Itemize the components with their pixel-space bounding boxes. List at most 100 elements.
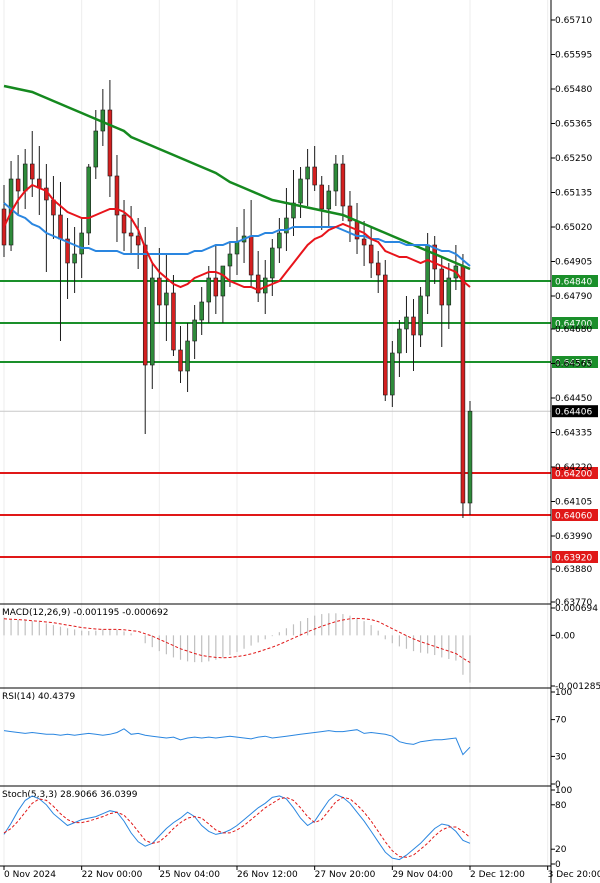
bearish-candle (347, 205, 353, 222)
time-axis: 0 Nov 2024 22 Nov 00:00 25 Nov 04:00 26 Nov… (0, 603, 600, 880)
bullish-candle (220, 265, 226, 297)
stoch-tick-label: 100 (555, 786, 572, 796)
bearish-candle (460, 265, 466, 504)
macd-tick-label: 0.00 (555, 631, 575, 641)
macd-pane: MACD(12,26,9) -0.001195 -0.000692 0.0006… (2, 604, 600, 692)
bearish-candle (121, 214, 127, 234)
bearish-candle (312, 166, 317, 186)
price-tick-label: 0.64105 (555, 498, 592, 508)
price-tick-label: 0.64905 (555, 258, 592, 268)
rsi-tick-label: 0 (555, 780, 561, 790)
bearish-candle (171, 292, 176, 351)
price-tick-label: 0.65020 (555, 223, 592, 233)
bullish-candle (446, 277, 452, 306)
price-tick-label: 0.63990 (555, 532, 592, 542)
moving-averages (3, 84, 471, 292)
bearish-candle (361, 238, 367, 246)
bullish-candle (199, 301, 204, 321)
bullish-candle (277, 232, 282, 249)
bearish-candle (30, 163, 35, 180)
bearish-candle (178, 349, 183, 372)
rsi-label: RSI(14) 40.4379 (2, 692, 75, 702)
resistance-level-tag (552, 317, 598, 329)
price-tick-label: 0.64565 (555, 360, 592, 370)
price-tick-label: 0.64790 (555, 292, 592, 302)
price-tick-label: 0.63770 (555, 598, 592, 608)
price-tick-label: 0.64450 (555, 394, 592, 404)
time-tick-label: 2 Dec 12:00 (470, 870, 525, 880)
support-level-tag-label: 0.63920 (555, 554, 592, 564)
support-level-tag (552, 509, 598, 521)
bearish-candle (58, 214, 63, 240)
stoch-k-line (3, 793, 471, 861)
bullish-candle (164, 292, 169, 306)
bearish-candle (213, 277, 219, 297)
bullish-candle (234, 241, 240, 255)
bullish-candle (404, 316, 409, 330)
stochastic-pane: Stoch(5,3,3) 28.9066 36.0399 100 80 20 0 (2, 786, 572, 870)
bullish-candle (284, 217, 289, 234)
time-tick-label: 3 Dec 20:00 (548, 870, 600, 880)
macd-tick-label: -0.001285 (555, 682, 600, 692)
price-tick-label: 0.65135 (555, 189, 592, 199)
bullish-candle (298, 178, 303, 204)
resistance-level-tag-label: 0.64840 (555, 278, 592, 288)
resistance-level-tag-label: 0.64570 (555, 359, 592, 369)
bearish-candle (340, 163, 346, 207)
price-tick-label: 0.64335 (555, 429, 592, 439)
rsi-tick-label: 70 (555, 716, 567, 726)
bullish-candle (79, 232, 84, 255)
macd-signal-line (3, 617, 471, 663)
bearish-candle (375, 262, 381, 276)
bearish-candle (411, 316, 416, 336)
bullish-candle (22, 163, 28, 192)
price-tick-label: 0.65710 (555, 16, 592, 26)
bearish-candle (248, 235, 254, 276)
support-level-tag (552, 551, 598, 563)
bearish-candle (157, 277, 162, 306)
price-tick-label: 0.65480 (555, 85, 592, 95)
current-price-tag-label: 0.64406 (555, 408, 592, 418)
bullish-candle (390, 352, 395, 396)
candlestick-series (1, 80, 473, 518)
bearish-candle (255, 274, 261, 294)
price-tick-label: 0.65595 (555, 51, 592, 61)
bullish-candle (150, 277, 155, 366)
bearish-candle (383, 274, 388, 396)
support-level-tag (552, 467, 598, 479)
stoch-d-line (3, 796, 471, 858)
bullish-candle (418, 295, 423, 336)
price-axis: 0.65710 0.65595 0.65480 0.65365 0.65250 0.651… (550, 0, 592, 883)
bullish-candle (291, 202, 296, 219)
rsi-line (3, 728, 471, 756)
fast-moving-average (3, 183, 471, 292)
resistance-level-tag (552, 356, 598, 368)
price-tick-label: 0.64680 (555, 325, 592, 335)
support-resistance-levels: 0.64840 0.64700 0.64570 0.64200 0.64060 0.639… (0, 275, 598, 564)
stoch-tick-label: 80 (555, 801, 567, 811)
bearish-candle (368, 244, 374, 264)
bearish-candle (107, 109, 113, 177)
time-tick-label: 26 Nov 12:00 (237, 870, 298, 880)
bearish-candle (432, 244, 437, 270)
resistance-level-tag-label: 0.64700 (555, 320, 592, 330)
current-price-tag (552, 405, 598, 418)
bullish-candle (326, 190, 332, 210)
stoch-tick-label: 0 (555, 860, 561, 870)
bearish-candle (128, 232, 134, 237)
rsi-tick-label: 100 (555, 688, 572, 698)
rsi-pane: RSI(14) 40.4379 100 70 30 0 (2, 688, 572, 790)
bearish-candle (65, 238, 70, 264)
price-tick-label: 0.64220 (555, 463, 592, 473)
support-level-tag-label: 0.64200 (555, 470, 592, 480)
slow-moving-average (3, 84, 471, 271)
bullish-candle (206, 277, 211, 303)
bearish-candle (319, 184, 324, 210)
macd-tick-label: 0.000694 (555, 604, 598, 614)
rsi-tick-label: 30 (555, 752, 567, 762)
price-tick-label: 0.63880 (555, 565, 592, 575)
bearish-candle (142, 244, 148, 366)
time-tick-label: 29 Nov 04:00 (392, 870, 453, 880)
